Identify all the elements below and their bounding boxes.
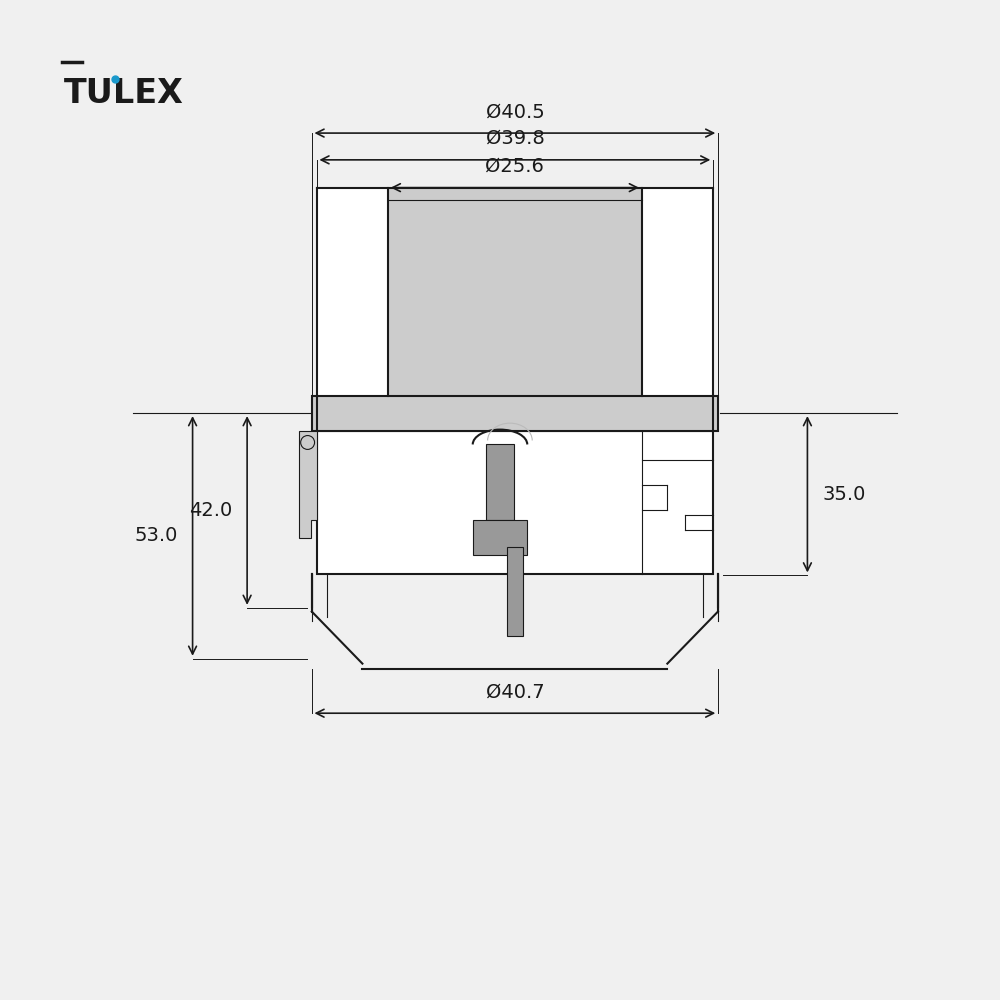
Text: 53.0: 53.0	[134, 526, 178, 545]
Text: 42.0: 42.0	[189, 501, 232, 520]
Bar	[317, 188, 388, 396]
Bar	[507, 547, 523, 636]
Bar	[473, 520, 527, 555]
Bar	[388, 188, 642, 396]
Bar	[486, 444, 514, 520]
Text: Ø39.8: Ø39.8	[486, 129, 544, 148]
Bar	[642, 188, 713, 396]
Polygon shape	[299, 431, 317, 538]
Text: Ø25.6: Ø25.6	[485, 157, 544, 176]
Text: Ø40.7: Ø40.7	[486, 682, 544, 701]
Text: 35.0: 35.0	[822, 485, 866, 504]
Bar	[317, 431, 713, 574]
Text: TULEX: TULEX	[64, 77, 184, 110]
Circle shape	[301, 436, 315, 449]
Text: Ø40.5: Ø40.5	[486, 102, 544, 121]
Bar	[312, 396, 718, 431]
